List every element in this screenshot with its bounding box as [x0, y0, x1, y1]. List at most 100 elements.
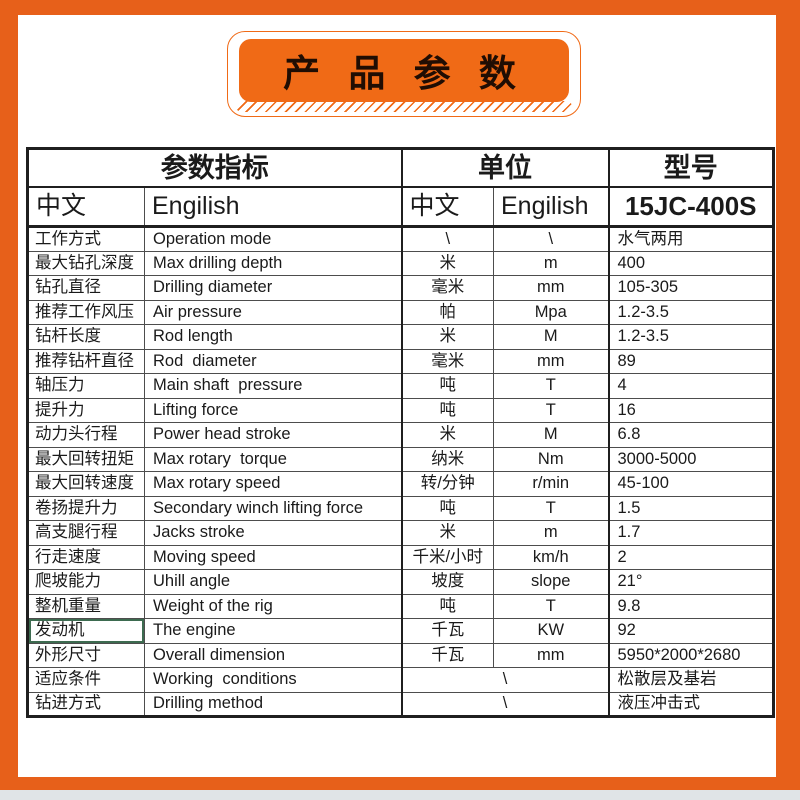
model-value-cell: 1.7: [607, 520, 774, 546]
model-value-cell: 4: [607, 373, 774, 399]
param-name-cn-cell: 整机重量: [27, 593, 145, 619]
param-name-en-cell: Main shaft pressure: [144, 373, 402, 399]
unit-cn-cell: 转/分钟: [400, 471, 494, 497]
table-row: 爬坡能力 Uhill angle 坡度 slope 21°: [27, 569, 774, 595]
unit-en-cell: M: [493, 422, 609, 448]
model-value-cell: 105-305: [607, 275, 774, 301]
param-name-cn-cell: 推荐钻杆直径: [27, 348, 145, 374]
model-value-cell: 1.2-3.5: [607, 299, 774, 325]
param-name-cn-cell: 最大回转速度: [27, 471, 145, 497]
param-name-en-cell: Rod diameter: [144, 348, 402, 374]
model-value-cell: 45-100: [607, 471, 774, 497]
header-model: 型号: [607, 148, 774, 188]
model-value-cell: 1.2-3.5: [607, 324, 774, 350]
table-row: 行走速度 Moving speed 千米/小时 km/h 2: [27, 544, 774, 570]
table-body: 工作方式 Operation mode \ \ 水气两用 最大钻孔深度 Max drilli…: [27, 226, 774, 717]
model-value-cell: 89: [607, 348, 774, 374]
param-name-en-cell: Secondary winch lifting force: [144, 495, 402, 521]
unit-cn-cell: 帕: [400, 299, 494, 325]
param-name-cn-cell: 外形尺寸: [27, 642, 145, 668]
table-row: 适应条件 Working conditions \ 松散层及基岩: [27, 667, 774, 693]
unit-en-cell: mm: [493, 275, 609, 301]
param-name-cn-cell: 推荐工作风压: [27, 299, 145, 325]
header-sub-row: 中文 Engilish 中文 Engilish 15JC-400S: [27, 186, 774, 228]
param-name-en-cell: Working conditions: [144, 667, 402, 693]
unit-cn-cell: 米: [400, 324, 494, 350]
param-name-en-cell: Max rotary speed: [144, 471, 402, 497]
param-name-en-cell: Rod length: [144, 324, 402, 350]
unit-cn-cell: 千米/小时: [400, 544, 494, 570]
table-row: 钻进方式 Drilling method \ 液压冲击式: [27, 691, 774, 717]
unit-en-cell: Mpa: [493, 299, 609, 325]
table-row: 外形尺寸 Overall dimension 千瓦 mm 5950*2000*2680: [27, 642, 774, 668]
param-name-cn-cell: 钻杆长度: [27, 324, 145, 350]
unit-en-cell: km/h: [493, 544, 609, 570]
param-name-en-cell: Air pressure: [144, 299, 402, 325]
model-value-cell: 5950*2000*2680: [607, 642, 774, 668]
unit-cn-cell: 毫米: [400, 275, 494, 301]
unit-en-cell: mm: [493, 642, 609, 668]
badge-hatch-decoration: [236, 101, 572, 112]
unit-cn-cell: 米: [400, 422, 494, 448]
header-parameter-index: 参数指标: [27, 148, 402, 188]
model-value-cell: 3000-5000: [607, 446, 774, 472]
subheader-model-number: 15JC-400S: [607, 186, 774, 228]
param-name-cn-cell: 工作方式: [27, 226, 145, 252]
param-name-en-cell: Jacks stroke: [144, 520, 402, 546]
param-name-cn-cell: 钻孔直径: [27, 275, 145, 301]
param-name-en-cell: Lifting force: [144, 397, 402, 423]
title-badge: 产 品 参 数: [227, 31, 581, 117]
unit-cn-cell: 吨: [400, 373, 494, 399]
unit-cn-cell: 吨: [400, 593, 494, 619]
unit-cn-cell: 米: [400, 520, 494, 546]
param-name-cn-cell: 高支腿行程: [27, 520, 145, 546]
table-row: 最大回转速度 Max rotary speed 转/分钟 r/min 45-100: [27, 471, 774, 497]
unit-cn-cell: \: [400, 226, 494, 252]
unit-en-cell: T: [493, 397, 609, 423]
param-name-en-cell: Drilling diameter: [144, 275, 402, 301]
unit-merged-cell: \: [400, 667, 609, 693]
unit-en-cell: m: [493, 520, 609, 546]
table-row: 发动机 The engine 千瓦 KW 92: [27, 618, 774, 644]
table-row: 整机重量 Weight of the rig 吨 T 9.8: [27, 593, 774, 619]
table-row: 轴压力 Main shaft pressure 吨 T 4: [27, 373, 774, 399]
unit-cn-cell: 千瓦: [400, 618, 494, 644]
unit-merged-cell: \: [400, 691, 609, 717]
table-row: 推荐工作风压 Air pressure 帕 Mpa 1.2-3.5: [27, 299, 774, 325]
unit-cn-cell: 吨: [400, 397, 494, 423]
param-name-en-cell: The engine: [144, 618, 402, 644]
model-value-cell: 92: [607, 618, 774, 644]
unit-cn-cell: 千瓦: [400, 642, 494, 668]
param-name-cn-cell: 动力头行程: [27, 422, 145, 448]
param-name-cn-cell: 提升力: [27, 397, 145, 423]
param-name-en-cell: Weight of the rig: [144, 593, 402, 619]
model-value-cell: 9.8: [607, 593, 774, 619]
table-row: 高支腿行程 Jacks stroke 米 m 1.7: [27, 520, 774, 546]
unit-en-cell: M: [493, 324, 609, 350]
param-name-en-cell: Max rotary torque: [144, 446, 402, 472]
table-row: 卷扬提升力 Secondary winch lifting force 吨 T 1.5: [27, 495, 774, 521]
model-value-cell: 液压冲击式: [607, 691, 774, 717]
param-name-en-cell: Uhill angle: [144, 569, 402, 595]
param-name-cn-cell: 适应条件: [27, 667, 145, 693]
param-name-cn-cell: 最大钻孔深度: [27, 250, 145, 276]
model-value-cell: 21°: [607, 569, 774, 595]
param-name-cn-cell: 发动机: [27, 618, 145, 644]
unit-en-cell: T: [493, 593, 609, 619]
unit-cn-cell: 吨: [400, 495, 494, 521]
unit-en-cell: T: [493, 495, 609, 521]
param-name-cn-cell: 爬坡能力: [27, 569, 145, 595]
table-row: 钻杆长度 Rod length 米 M 1.2-3.5: [27, 324, 774, 350]
header-group-row: 参数指标 单位 型号: [27, 148, 774, 188]
unit-en-cell: Nm: [493, 446, 609, 472]
param-name-cn-cell: 钻进方式: [27, 691, 145, 717]
param-name-en-cell: Moving speed: [144, 544, 402, 570]
model-value-cell: 2: [607, 544, 774, 570]
unit-cn-cell: 米: [400, 250, 494, 276]
table-row: 推荐钻杆直径 Rod diameter 毫米 mm 89: [27, 348, 774, 374]
subheader-param-chinese: 中文: [27, 186, 145, 228]
param-name-cn-cell: 卷扬提升力: [27, 495, 145, 521]
subheader-param-english: Engilish: [144, 186, 402, 228]
unit-en-cell: mm: [493, 348, 609, 374]
param-name-en-cell: Drilling method: [144, 691, 402, 717]
